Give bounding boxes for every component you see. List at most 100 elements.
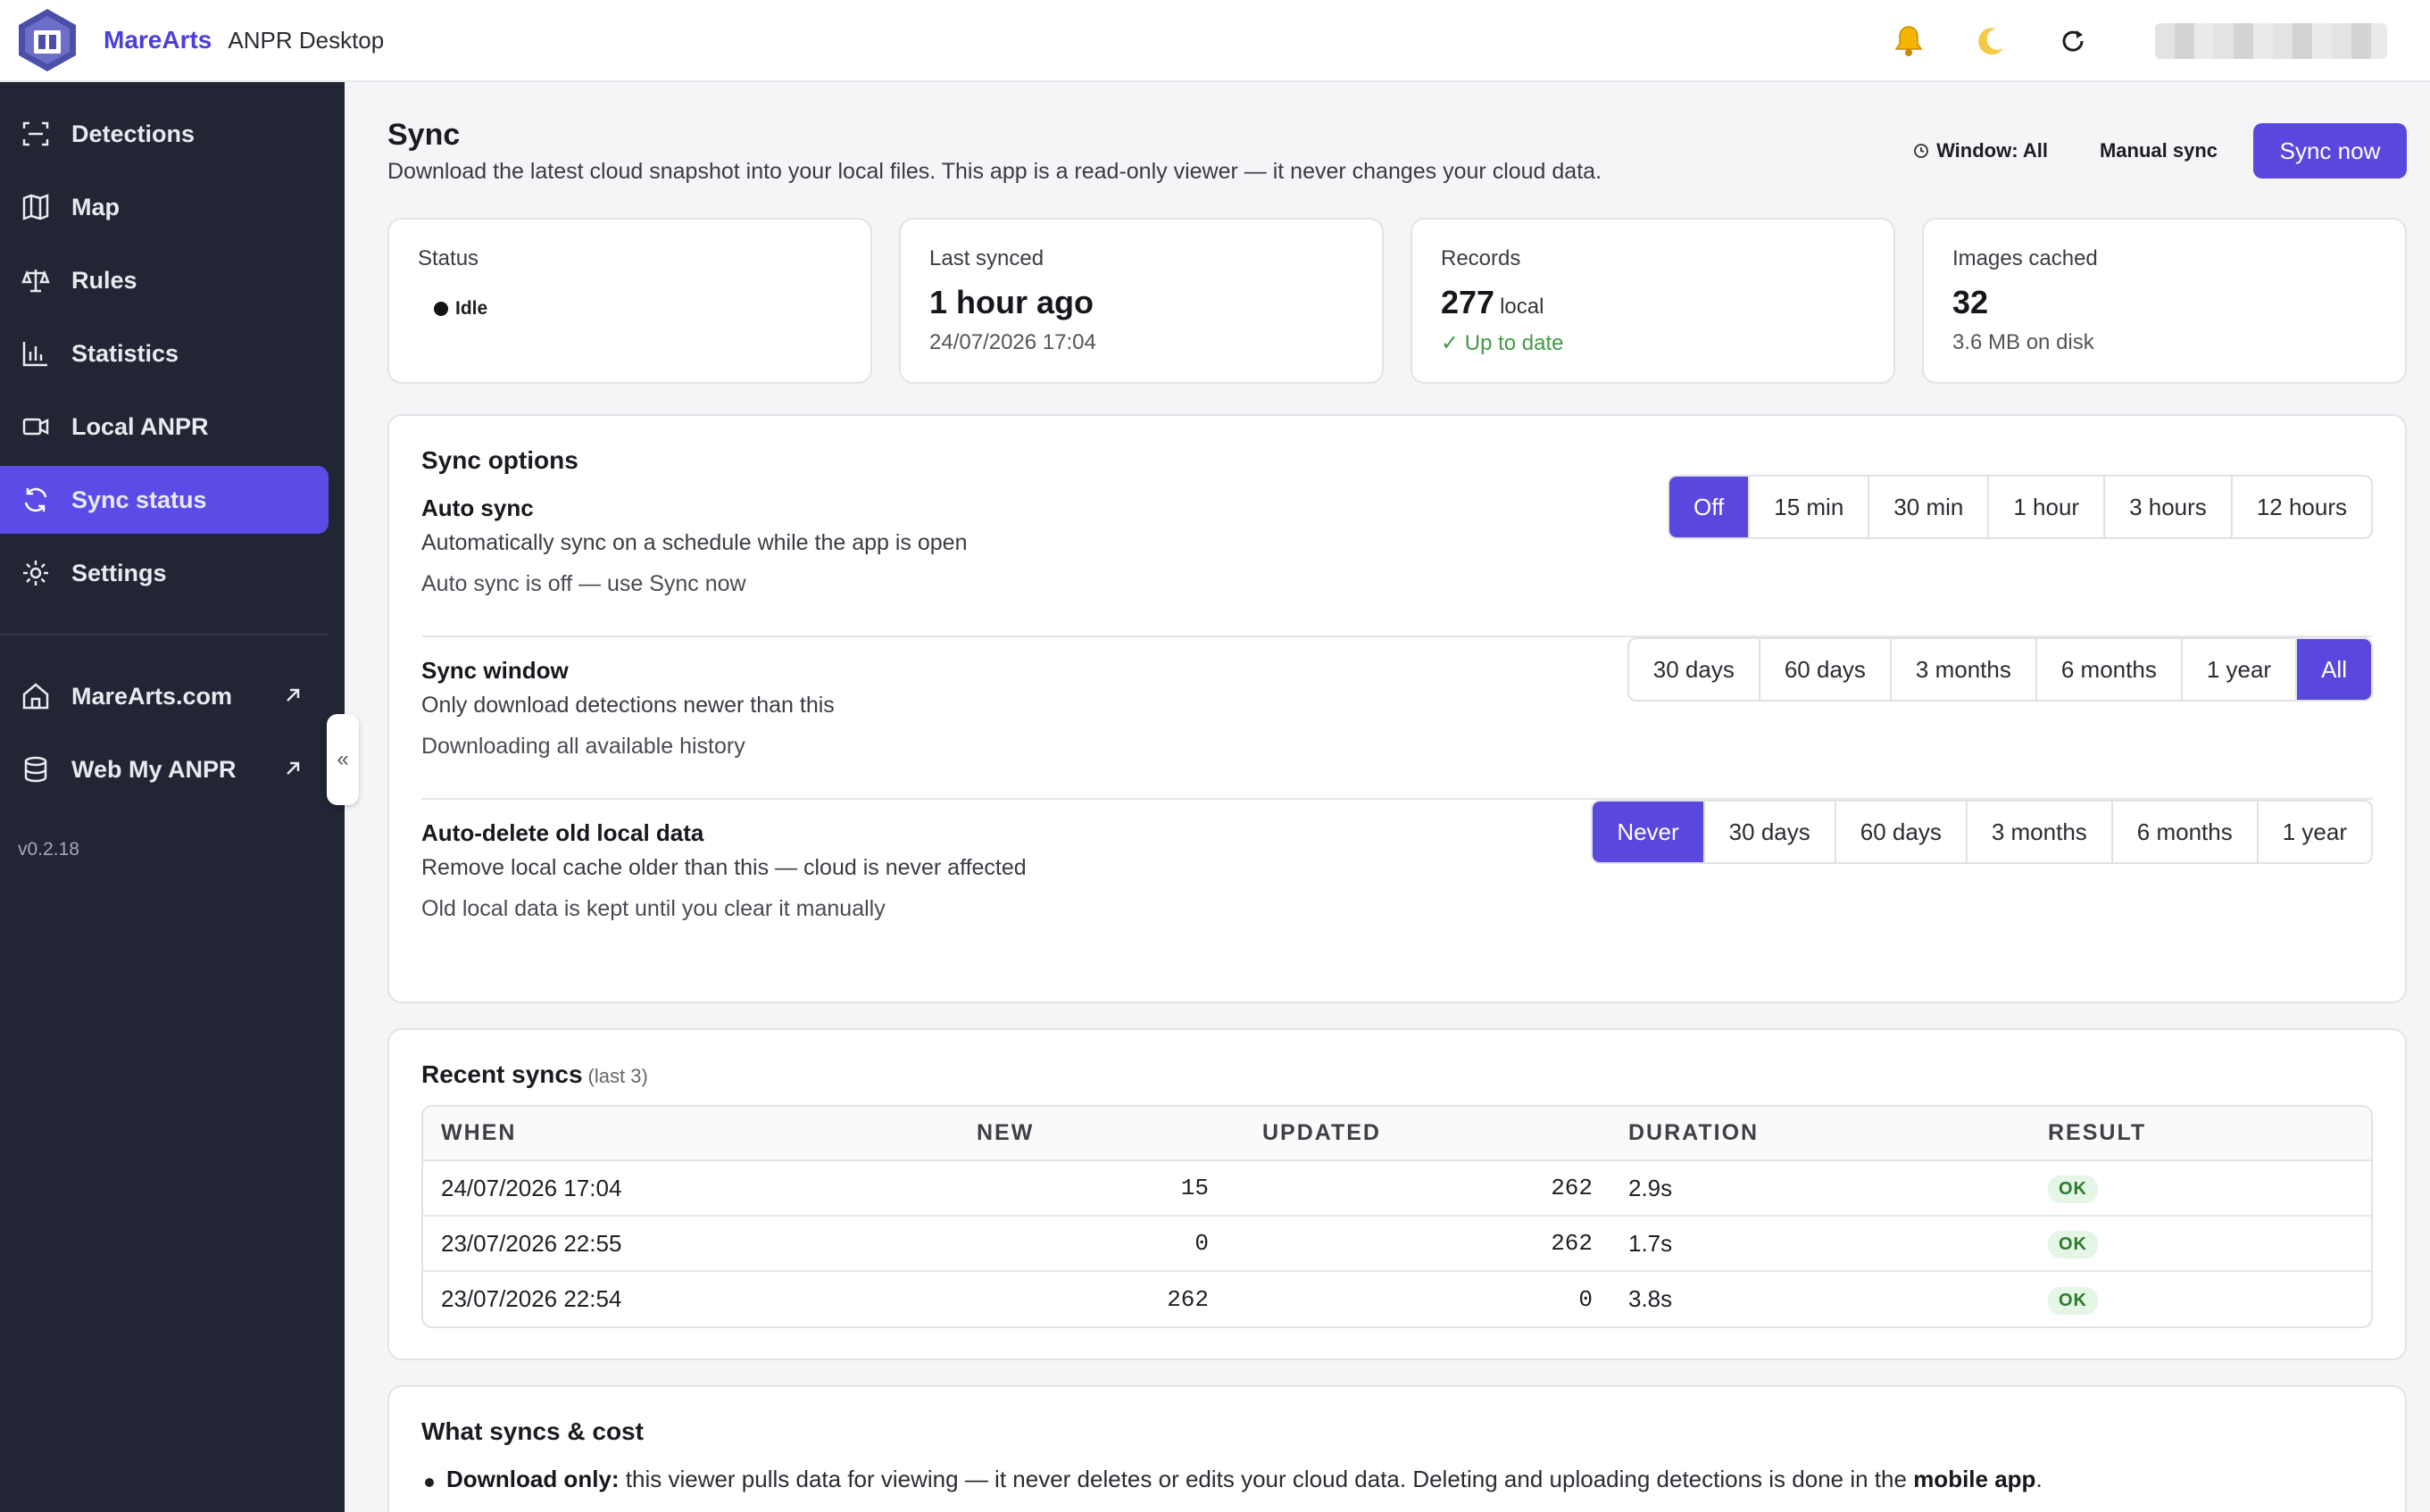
- sidebar-link-label: MareArts.com: [71, 682, 233, 710]
- sidebar-item-rules[interactable]: Rules: [0, 246, 329, 314]
- sidebar-item-label: Map: [71, 193, 120, 220]
- column-header-result: RESULT: [2030, 1107, 2371, 1161]
- app-version: v0.2.18: [18, 839, 79, 860]
- user-account-menu[interactable]: [2155, 23, 2387, 59]
- sidebar-item-label: Rules: [71, 266, 137, 294]
- top-bar: MareArts ANPR Desktop: [0, 0, 2430, 82]
- sidebar-item-statistics[interactable]: Statistics: [0, 320, 329, 387]
- segment-option[interactable]: 1 year: [2180, 639, 2295, 700]
- sync-duration: 2.9s: [1610, 1160, 2030, 1217]
- sync-when: 23/07/2026 22:55: [423, 1216, 959, 1272]
- sidebar-link-web-my-anpr[interactable]: Web My ANPR: [0, 735, 329, 803]
- records-unit: local: [1500, 295, 1544, 319]
- last-synced-card: Last synced 1 hour ago 24/07/2026 17:04: [899, 218, 1384, 384]
- panel-title: Recent syncs (last 3): [421, 1060, 2373, 1089]
- auto-delete-segmented-control: Never 30 days 60 days 3 months 6 months …: [1591, 800, 2373, 864]
- option-name: Sync window: [421, 657, 569, 684]
- option-description: Only download detections newer than this: [421, 693, 835, 718]
- segment-option[interactable]: Off: [1669, 477, 1749, 537]
- main-content: Sync Download the latest cloud snapshot …: [345, 82, 2430, 1512]
- sidebar-item-label: Local ANPR: [71, 412, 209, 440]
- records-value: 277 local: [1441, 284, 1865, 321]
- segment-option[interactable]: 60 days: [1834, 802, 1966, 862]
- external-link-icon: [284, 756, 302, 784]
- camera-icon: [20, 411, 52, 443]
- last-synced-timestamp: 24/07/2026 17:04: [929, 330, 1096, 354]
- sync-duration: 1.7s: [1610, 1216, 2030, 1272]
- sidebar-link-label: Web My ANPR: [71, 755, 237, 783]
- panel-title: What syncs & cost: [421, 1417, 644, 1445]
- top-actions: [1846, 0, 2387, 82]
- segment-option[interactable]: 60 days: [1758, 639, 1890, 700]
- sync-when: 24/07/2026 17:04: [423, 1160, 959, 1217]
- segment-option[interactable]: 30 min: [1868, 477, 1987, 537]
- map-icon: [20, 191, 52, 223]
- sidebar-nav: Detections Map Rules Statistics Local AN…: [0, 82, 345, 607]
- sync-updated-count: 0: [1578, 1285, 1593, 1313]
- option-note: Downloading all available history: [421, 734, 745, 759]
- status-card: Status Idle: [387, 218, 872, 384]
- status-value: Idle: [455, 298, 488, 319]
- sync-updated-count: 262: [1227, 1160, 1610, 1217]
- segment-option[interactable]: Never: [1593, 802, 1703, 862]
- cost-item-text: Download only: this viewer pulls data fo…: [446, 1466, 2043, 1493]
- segment-option[interactable]: 15 min: [1748, 477, 1868, 537]
- sidebar-item-local-anpr[interactable]: Local ANPR: [0, 393, 329, 461]
- card-label: Records: [1441, 246, 1521, 270]
- page-title: Sync: [387, 118, 461, 152]
- segment-option[interactable]: 30 days: [1702, 802, 1835, 862]
- sidebar-item-label: Detections: [71, 120, 196, 147]
- clock-icon: [1914, 144, 1928, 158]
- segment-option[interactable]: 6 months: [2035, 639, 2181, 700]
- moon-icon[interactable]: [1971, 21, 2010, 61]
- bar-chart-icon: [20, 337, 52, 370]
- recent-syncs-table: WHEN NEW UPDATED DURATION RESULT 24/07/2…: [421, 1105, 2373, 1328]
- disk-usage: 3.6 MB on disk: [1952, 330, 2094, 354]
- segment-option[interactable]: 1 hour: [1987, 477, 2103, 537]
- segment-option[interactable]: 6 months: [2110, 802, 2257, 862]
- card-label: Images cached: [1952, 246, 2098, 270]
- column-header-when: WHEN: [423, 1107, 959, 1161]
- sidebar-link-marearts[interactable]: MareArts.com: [0, 662, 329, 730]
- segment-option[interactable]: 3 hours: [2103, 477, 2231, 537]
- refresh-icon[interactable]: [2053, 21, 2093, 61]
- column-header-duration: DURATION: [1610, 1107, 2030, 1161]
- sync-result: OK: [2030, 1160, 2371, 1217]
- sidebar-item-settings[interactable]: Settings: [0, 539, 329, 607]
- option-name: Auto-delete old local data: [421, 819, 704, 846]
- segment-option[interactable]: 30 days: [1652, 655, 1735, 683]
- sidebar-item-detections[interactable]: Detections: [0, 100, 329, 168]
- result-badge: OK: [2048, 1231, 2098, 1259]
- sync-updated-count: 262: [1227, 1216, 1610, 1272]
- sync-result: OK: [2030, 1271, 2371, 1326]
- cost-item-lead: Download only:: [446, 1466, 620, 1492]
- recent-syncs-panel: Recent syncs (last 3) WHEN NEW UPDATED DU…: [387, 1028, 2407, 1360]
- segment-option[interactable]: 12 hours: [2230, 477, 2371, 537]
- result-badge: OK: [2048, 1286, 2098, 1315]
- table-row: 23/07/2026 22:55 0 262 1.7s OK: [423, 1216, 2371, 1272]
- sidebar-item-sync-status[interactable]: Sync status: [0, 466, 329, 534]
- segment-option[interactable]: 1 year: [2256, 802, 2371, 862]
- window-label: Window: All: [1936, 139, 2048, 162]
- records-count: 277: [1441, 284, 1495, 320]
- sidebar-item-map[interactable]: Map: [0, 173, 329, 241]
- summary-cards: Status Idle Last synced 1 hour ago 24/07…: [387, 218, 2407, 384]
- sync-options-panel: Sync options Auto sync Automatically syn…: [387, 414, 2407, 1003]
- bell-icon[interactable]: [1889, 21, 1928, 61]
- recent-syncs-title: Recent syncs: [421, 1060, 583, 1088]
- sidebar: Detections Map Rules Statistics Local AN…: [0, 82, 345, 1512]
- sync-now-button[interactable]: Sync now: [2253, 123, 2407, 179]
- scales-icon: [20, 264, 52, 296]
- segment-option[interactable]: 3 months: [1889, 639, 2035, 700]
- segment-option[interactable]: 3 months: [1965, 802, 2111, 862]
- app-name: ANPR Desktop: [228, 26, 385, 54]
- collapse-sidebar-button[interactable]: «: [327, 714, 359, 805]
- option-note: Auto sync is off — use Sync now: [421, 571, 746, 596]
- segment-option[interactable]: All: [2295, 639, 2371, 700]
- card-label: Status: [418, 246, 479, 270]
- recent-syncs-subtitle: (last 3): [587, 1065, 648, 1087]
- records-card: Records 277 local ✓ Up to date: [1411, 218, 1895, 384]
- auto-delete-option: Auto-delete old local data Remove local …: [421, 800, 2373, 962]
- images-cached-value: 32: [1952, 284, 1989, 320]
- records-status: ✓ Up to date: [1441, 331, 1564, 355]
